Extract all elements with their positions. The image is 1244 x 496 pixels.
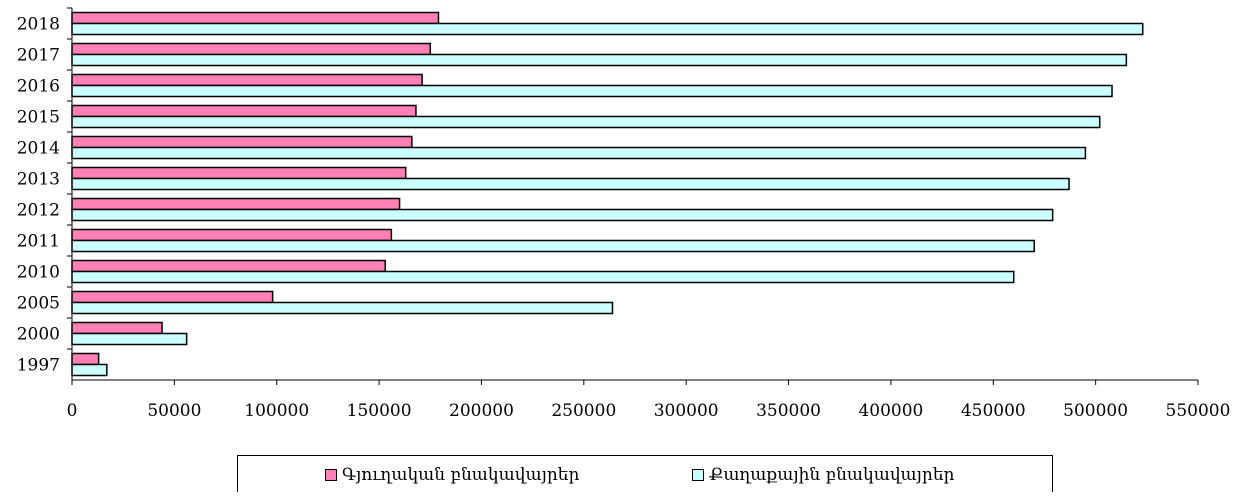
bar-rural-2012: [71, 197, 401, 211]
y-tick-label: 1997: [17, 356, 60, 376]
legend-label-urban: Քաղաքային բնակավայրեր: [709, 465, 955, 485]
bar-urban-2010: [71, 270, 1015, 284]
bar-urban-2014: [71, 146, 1087, 160]
bar-urban-2005: [71, 301, 614, 315]
bar-urban-2015: [71, 115, 1101, 129]
bar-rural-2011: [71, 228, 393, 242]
y-tick-label: 2005: [17, 294, 60, 314]
y-tick-label: 2015: [17, 108, 60, 128]
bar-urban-2017: [71, 53, 1128, 67]
bar-urban-2013: [71, 177, 1070, 191]
bar-rural-2005: [71, 290, 274, 304]
y-tick-label: 2014: [17, 139, 60, 159]
bar-rural-2013: [71, 166, 407, 180]
y-tick-label: 2017: [17, 46, 60, 66]
x-tick-label: 500000: [1063, 401, 1128, 421]
legend: Գյուղական բնակավայրեր Քաղաքային բնակավայ…: [237, 455, 1053, 492]
bar-rural-2016: [71, 73, 423, 87]
bar-rural-2014: [71, 135, 413, 149]
bar-urban-1997: [71, 363, 108, 377]
x-tick-label: 150000: [347, 401, 412, 421]
bar-rural-2018: [71, 11, 440, 25]
x-tick-label: 450000: [961, 401, 1026, 421]
bar-urban-2016: [71, 84, 1113, 98]
bar-rural-2017: [71, 42, 432, 56]
legend-swatch-rural: [325, 469, 337, 481]
x-tick-label: 100000: [244, 401, 309, 421]
x-tick-label: 250000: [551, 401, 616, 421]
bar-urban-2012: [71, 208, 1054, 222]
bar-urban-2018: [71, 22, 1144, 36]
x-tick-label: 200000: [449, 401, 514, 421]
y-tick-label: 2013: [17, 170, 60, 190]
legend-swatch-urban: [692, 469, 704, 481]
y-tick-label: 2016: [17, 77, 60, 97]
x-tick-label: 300000: [654, 401, 719, 421]
x-tick-label: 0: [67, 401, 78, 421]
legend-item-rural: Գյուղական բնակավայրեր: [325, 465, 579, 485]
y-tick-label: 2011: [17, 232, 60, 252]
y-tick-label: 2000: [17, 325, 60, 345]
y-tick-label: 2012: [17, 201, 60, 221]
bar-rural-2010: [71, 259, 386, 273]
bar-rural-2000: [71, 321, 163, 335]
bar-urban-2011: [71, 239, 1035, 253]
x-tick-label: 400000: [858, 401, 923, 421]
x-tick-label: 550000: [1166, 401, 1231, 421]
x-tick-label: 350000: [756, 401, 821, 421]
bar-urban-2000: [71, 332, 188, 346]
y-tick-label: 2018: [17, 15, 60, 35]
y-tick-label: 2010: [17, 263, 60, 283]
bar-rural-1997: [71, 352, 100, 366]
legend-label-rural: Գյուղական բնակավայրեր: [342, 465, 580, 485]
legend-item-urban: Քաղաքային բնակավայրեր: [692, 465, 955, 485]
bar-rural-2015: [71, 104, 417, 118]
x-tick-label: 50000: [147, 401, 201, 421]
